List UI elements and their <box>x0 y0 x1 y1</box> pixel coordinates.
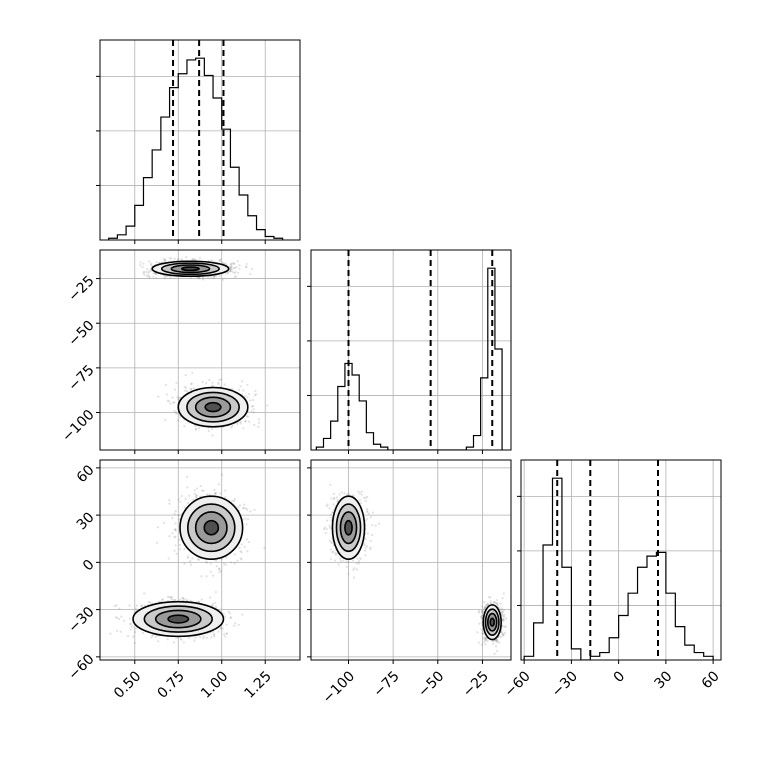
contour-line <box>154 609 202 629</box>
y-tick-label: −75 <box>65 362 97 394</box>
contour-line <box>344 519 353 536</box>
x-tick-label: 1.25 <box>241 668 274 701</box>
y-tick-label: 30 <box>74 509 98 533</box>
y-tick-label: 60 <box>74 462 98 486</box>
contour-line <box>203 519 220 536</box>
x-tick-label: −100 <box>320 668 359 707</box>
x-tick-label: 60 <box>699 668 723 692</box>
contour-line <box>194 511 228 545</box>
contour-line <box>339 511 358 545</box>
panel-frame <box>310 459 512 661</box>
y-tick-label: −50 <box>65 318 97 350</box>
contour-line <box>170 264 211 274</box>
x-tick-label: 30 <box>652 668 676 692</box>
contour-line <box>186 391 240 423</box>
density-level <box>205 402 221 412</box>
contour-line <box>482 604 502 641</box>
scatter-panel-param-1-vs-3: 0.50 0.75 1.00 1.25 −60 −30 0 30 60 <box>65 459 301 702</box>
contour-line <box>331 495 366 561</box>
x-tick-label: −30 <box>549 668 581 700</box>
contour-line <box>187 503 236 553</box>
x-tick-label: 0 <box>611 668 629 686</box>
y-tick-label: 0 <box>80 557 98 575</box>
x-tick-label: −60 <box>502 668 534 700</box>
histogram-step-line <box>108 57 284 240</box>
panel-frame <box>99 39 301 241</box>
contour-line <box>143 605 213 633</box>
density-level <box>490 618 495 627</box>
y-tick-label: −60 <box>65 651 97 683</box>
contour-line <box>204 401 222 413</box>
contour-line <box>177 386 249 428</box>
scatter-panel-param-1-vs-2: −100 −75 −50 −25 <box>59 249 301 454</box>
histogram-panel-param-3: −60 −30 0 30 60 <box>502 459 723 701</box>
contour-line <box>132 600 225 638</box>
contour-line <box>486 612 498 632</box>
histogram-step-line <box>315 267 503 450</box>
x-tick-label: 0.75 <box>155 668 188 701</box>
density-layer <box>322 483 508 655</box>
contour-line <box>194 396 232 418</box>
contour-line <box>179 495 244 561</box>
density-level <box>344 520 353 535</box>
x-tick-label: −75 <box>371 668 403 700</box>
contour-line <box>335 503 362 553</box>
density-layer <box>109 473 266 645</box>
y-tick-label: −25 <box>65 273 97 305</box>
density-level <box>168 615 189 623</box>
panel-frame <box>520 459 722 661</box>
contour-line <box>489 617 496 627</box>
x-tick-label: 1.00 <box>198 668 231 701</box>
histogram-panel-param-2 <box>307 249 512 454</box>
density-layer <box>139 255 269 437</box>
contour-line <box>167 614 190 624</box>
panel-frame <box>99 249 301 451</box>
contour-line <box>484 608 500 636</box>
panel-frame <box>99 459 301 661</box>
y-tick-label: −100 <box>59 407 98 446</box>
x-tick-label: −50 <box>415 668 447 700</box>
histogram-panel-param-1 <box>96 39 301 244</box>
density-level <box>204 520 219 535</box>
x-tick-label: −25 <box>460 668 492 700</box>
scatter-panel-param-2-vs-3: −100 −75 −50 −25 <box>307 459 512 707</box>
contour-line <box>151 260 230 278</box>
contour-line <box>181 266 200 272</box>
panel-frame <box>310 249 512 451</box>
contour-line <box>160 262 220 276</box>
x-tick-label: 0.50 <box>111 668 144 701</box>
y-tick-label: −30 <box>65 604 97 636</box>
histogram-step-line <box>523 477 714 660</box>
